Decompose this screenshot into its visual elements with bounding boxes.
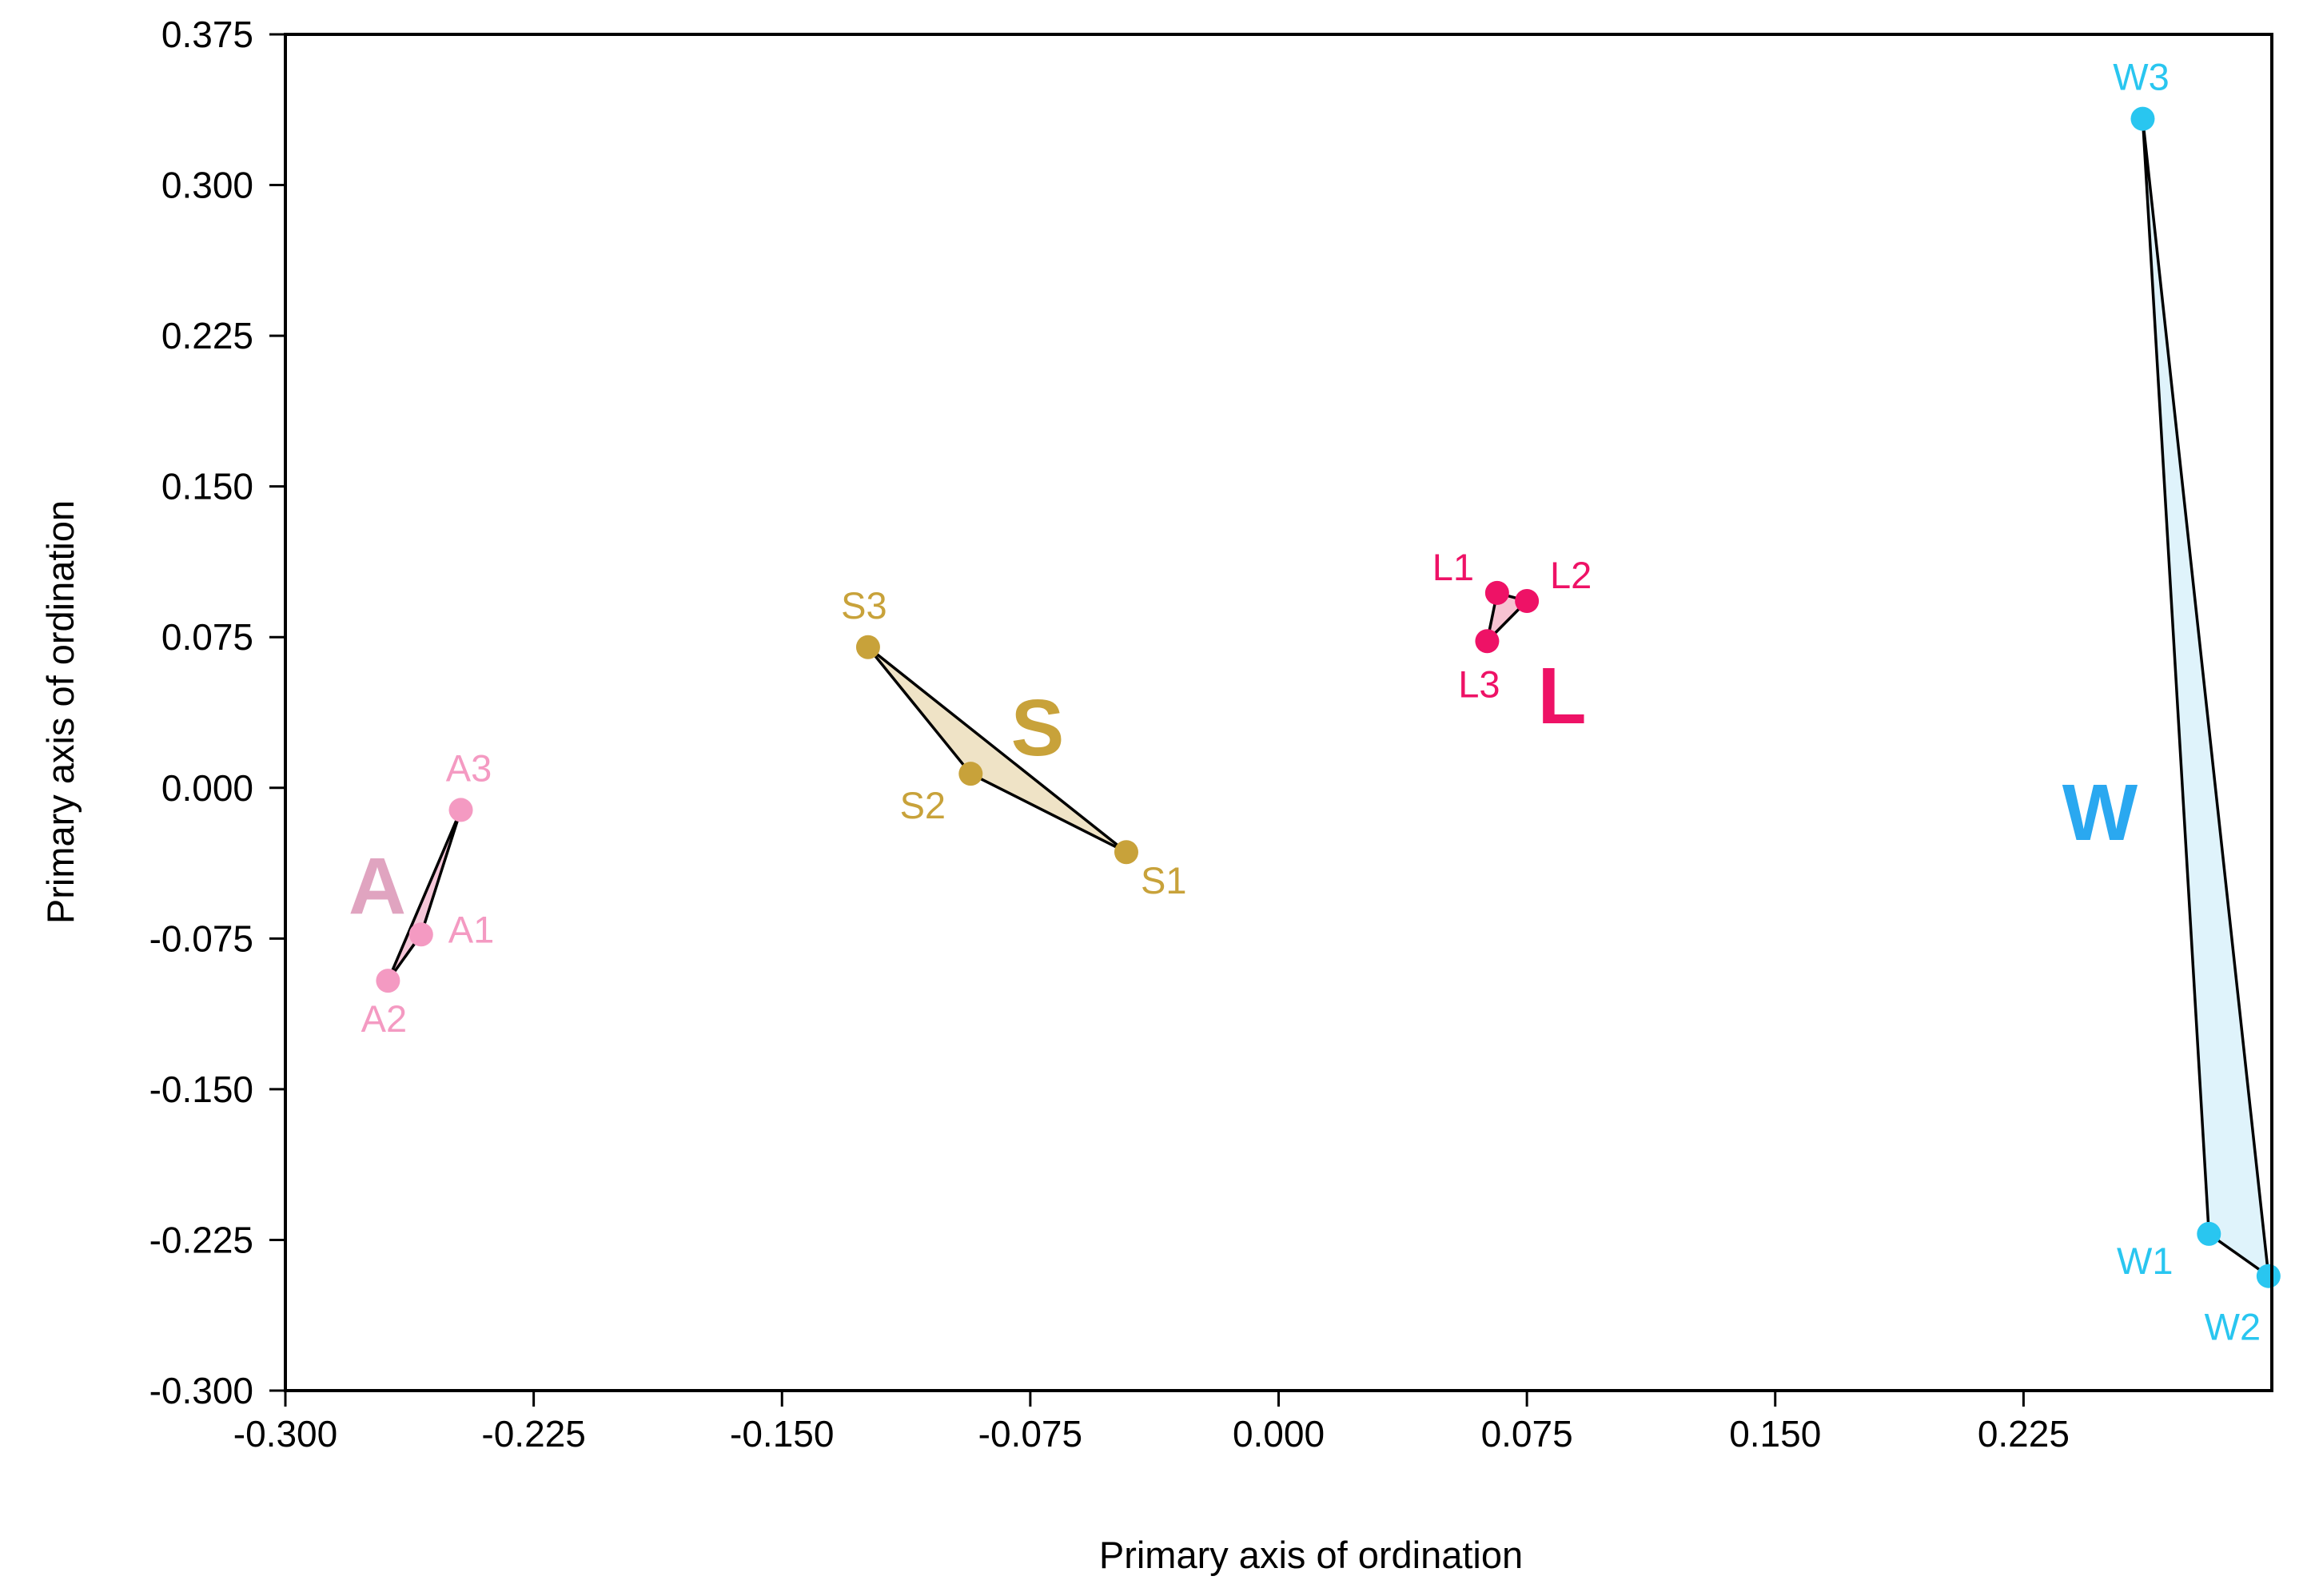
y-tick-label: -0.300 — [149, 1370, 253, 1411]
point-label-a2: A2 — [361, 997, 408, 1040]
group-label-w: W — [2062, 768, 2138, 858]
y-tick-label: -0.150 — [149, 1069, 253, 1110]
point-w2 — [2256, 1264, 2281, 1288]
point-a2 — [376, 969, 400, 993]
point-label-s3: S3 — [841, 584, 887, 627]
point-a3 — [448, 798, 473, 822]
group-label-s: S — [1011, 683, 1065, 773]
group-label-a: A — [349, 842, 406, 931]
point-l2 — [1515, 588, 1540, 613]
point-a1 — [408, 922, 433, 947]
point-label-w1: W1 — [2117, 1240, 2174, 1282]
x-tick-label: 0.150 — [1729, 1413, 1821, 1455]
point-label-s2: S2 — [900, 784, 946, 826]
x-tick-label: -0.150 — [730, 1413, 834, 1455]
x-tick-label: -0.300 — [233, 1413, 337, 1455]
point-l3 — [1475, 629, 1500, 654]
point-w3 — [2130, 106, 2155, 131]
point-label-s1: S1 — [1141, 859, 1187, 901]
point-l1 — [1484, 580, 1509, 605]
point-labels: A1 A2 A3 S1 S2 S3 L1 L2 L3 W1 W2 W3 — [361, 56, 2261, 1348]
y-axis-label: Primary axis of ordination — [39, 500, 82, 924]
point-label-l3: L3 — [1458, 663, 1500, 705]
y-tick-label: 0.375 — [161, 14, 253, 55]
y-tick-label: 0.300 — [161, 165, 253, 206]
x-tick-label: 0.075 — [1481, 1413, 1573, 1455]
point-label-w3: W3 — [2113, 56, 2170, 98]
y-tick-label: -0.225 — [149, 1219, 253, 1260]
point-label-l2: L2 — [1550, 554, 1592, 596]
y-axis: -0.300 -0.225 -0.150 -0.075 0.000 0.075 0.150 0… — [149, 14, 285, 1411]
y-tick-label: -0.075 — [149, 917, 253, 959]
point-w1 — [2197, 1221, 2221, 1246]
x-tick-label: 0.225 — [1978, 1413, 2070, 1455]
x-tick-label: -0.075 — [978, 1413, 1082, 1455]
y-tick-label: 0.000 — [161, 767, 253, 809]
group-hulls — [386, 117, 2270, 1278]
group-labels: A S L W — [349, 651, 2138, 931]
hull-a — [386, 808, 463, 982]
point-label-w2: W2 — [2205, 1306, 2261, 1348]
group-label-l: L — [1537, 651, 1586, 741]
x-tick-label: -0.225 — [481, 1413, 585, 1455]
point-label-a3: A3 — [446, 746, 492, 789]
point-label-a1: A1 — [448, 908, 495, 950]
hull-w — [2141, 117, 2270, 1278]
point-s1 — [1114, 840, 1138, 865]
x-axis-label: Primary axis of ordination — [1099, 1534, 1523, 1576]
y-tick-label: 0.150 — [161, 466, 253, 507]
point-s2 — [958, 762, 983, 786]
y-tick-label: 0.075 — [161, 616, 253, 658]
x-axis: -0.300 -0.225 -0.150 -0.075 0.000 0.075 0.150 0… — [233, 1391, 2070, 1455]
point-label-l1: L1 — [1432, 546, 1474, 588]
hull-s — [867, 646, 1128, 854]
data-points — [376, 106, 2281, 1288]
x-tick-label: 0.000 — [1233, 1413, 1325, 1455]
plot-frame — [284, 33, 2273, 1392]
point-s3 — [855, 635, 880, 659]
y-tick-label: 0.225 — [161, 315, 253, 356]
